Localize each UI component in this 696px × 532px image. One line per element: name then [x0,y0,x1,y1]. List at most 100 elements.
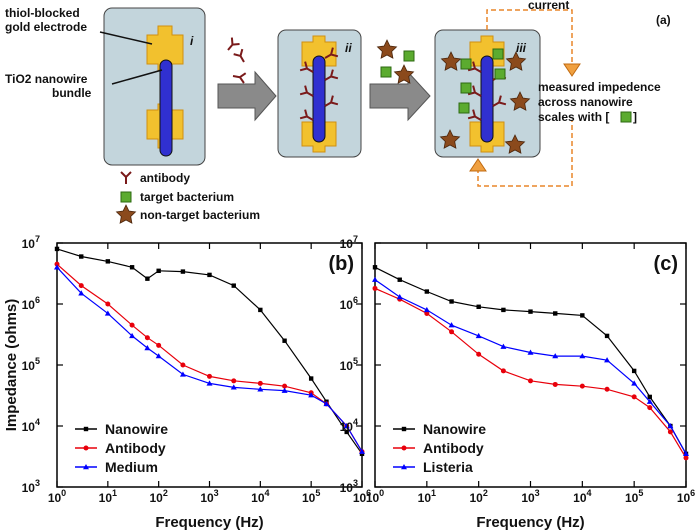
marker [323,400,330,407]
marker [308,392,315,398]
x-tick-label: 105 [625,488,643,505]
marker [580,313,585,318]
marker [129,332,136,339]
y-tick-label: 105 [340,356,358,373]
marker [528,378,533,384]
x-tick-label: 101 [99,488,117,505]
y-tick-label: 106 [340,295,358,312]
arrowhead [469,158,487,172]
x-tick-label: 103 [200,488,218,505]
marker [308,376,314,381]
marker [78,283,84,289]
marker [552,353,559,359]
marker [79,254,84,259]
legend-label: Medium [105,459,158,475]
x-tick-label: 104 [251,488,269,505]
plot-frame [374,242,687,488]
legend-label: Antibody [105,440,166,456]
nanowire-label: TiO2 nanowire [5,72,88,86]
marker [129,265,135,270]
x-tick-label: 101 [418,488,436,505]
marker [552,381,558,387]
marker [424,310,430,316]
legend-label: antibody [140,171,190,185]
electrode-label: gold electrode [5,20,87,34]
marker [647,405,653,411]
stage-label: i [190,34,194,48]
arrow [217,70,277,122]
marker [631,394,637,400]
target-bacterium [458,102,470,114]
marker [258,307,263,313]
x-tick-label: 100 [48,488,66,505]
marker [448,322,455,328]
marker [359,448,365,454]
plot-frame [56,242,363,488]
marker [500,368,506,374]
marker [501,307,506,313]
x-tick-label: 105 [302,488,320,505]
legend-marker [401,445,407,451]
series-line [374,279,687,455]
y-tick-label: 107 [340,234,358,251]
marker [207,373,212,379]
legend-label: Nanowire [105,421,168,437]
non-target-bacterium [116,204,136,224]
marker [231,283,236,288]
x-axis-label: Frequency (Hz) [155,514,263,531]
antibody [223,36,241,55]
circuit [477,9,573,187]
y-tick-label: 107 [22,234,40,251]
callout [111,69,163,85]
marker [156,268,161,274]
marker [206,380,213,386]
marker [145,276,150,281]
marker [179,371,186,377]
legend-marker [401,426,407,432]
legend-marker [83,445,89,451]
x-tick-label: 102 [469,488,487,505]
electrode-label: thiol-blocked [5,6,80,20]
marker [156,342,162,348]
target-bacterium [120,191,132,203]
marker [180,269,186,274]
antibody [231,70,247,85]
marker [344,429,349,435]
marker [372,285,378,291]
marker [631,368,637,374]
panel [103,7,206,166]
x-tick-label: 103 [521,488,539,505]
legend-marker [83,426,89,432]
marker [282,383,288,389]
marker [372,276,378,282]
marker [129,322,135,328]
marker [449,299,454,304]
marker [475,332,482,339]
legend-marker [83,464,89,470]
series-line [56,266,363,452]
x-tick-label: 100 [366,488,384,505]
impedance-note: measured impedence [538,80,661,94]
y-tick-label: 104 [340,417,358,434]
marker [230,384,237,390]
marker [631,380,638,386]
marker [604,333,610,339]
marker [282,338,287,343]
nanowire [480,55,494,143]
marker [604,357,611,363]
arrowhead [563,63,581,77]
marker [449,329,455,335]
x-tick-label: 104 [573,488,591,505]
marker [667,423,674,429]
current-label: current [528,0,569,12]
marker [104,310,111,316]
marker [647,394,652,400]
marker [257,386,264,392]
marker [683,450,689,457]
nanowire [312,55,326,143]
legend-label: Listeria [423,459,473,475]
legend-label: target bacterium [140,190,234,204]
marker [54,261,60,267]
marker [553,311,558,316]
marker [604,386,610,392]
